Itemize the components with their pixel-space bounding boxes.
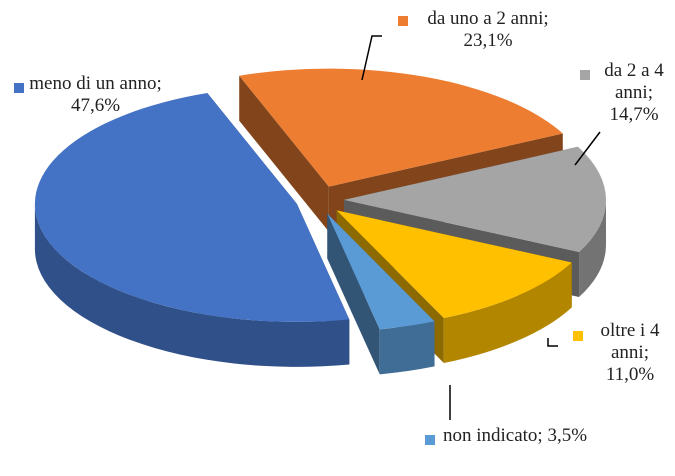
- label-marker: [573, 331, 583, 341]
- slice-wall: [379, 321, 435, 375]
- label-marker: [425, 435, 435, 445]
- label-marker: [398, 16, 408, 26]
- leader-line: [574, 131, 601, 166]
- data-label: non indicato; 3,5%: [442, 425, 588, 446]
- slice-wall: [34, 203, 350, 367]
- slice: [34, 93, 350, 322]
- slice: [343, 146, 606, 253]
- data-label: da uno a 2 anni; 23,1%: [427, 8, 549, 51]
- slice: [239, 68, 563, 187]
- slice-side: [239, 75, 329, 232]
- slice-wall: [579, 199, 606, 298]
- slice-wall: [443, 262, 572, 364]
- pie: [34, 68, 606, 375]
- slice: [327, 213, 435, 330]
- slice-side: [327, 213, 380, 375]
- data-label: oltre i 4 anni; 11,0%: [600, 320, 660, 385]
- leader-line: [361, 35, 382, 81]
- data-label: meno di un anno; 47,6%: [29, 73, 162, 116]
- slice: [336, 210, 572, 319]
- label-marker: [14, 83, 24, 93]
- leader-line: [547, 338, 558, 347]
- data-label: da 2 a 4 anni; 14,7%: [604, 60, 664, 125]
- label-marker: [580, 70, 590, 80]
- leader-lines: [361, 35, 601, 420]
